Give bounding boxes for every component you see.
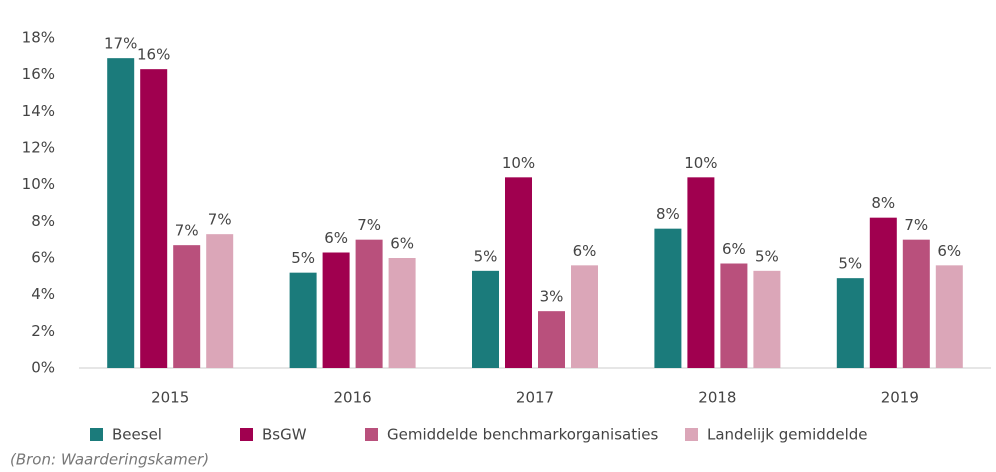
- y-tick-label: 0%: [31, 359, 55, 377]
- value-label: 6%: [390, 235, 414, 253]
- legend-swatch: [365, 428, 378, 441]
- y-tick-label: 16%: [22, 65, 55, 83]
- value-label: 7%: [208, 211, 232, 229]
- source-note: (Bron: Waarderingskamer): [10, 451, 209, 469]
- bar: [289, 272, 317, 368]
- y-tick-label: 8%: [31, 212, 55, 230]
- value-label: 5%: [838, 255, 862, 273]
- bar: [753, 270, 781, 368]
- value-label: 7%: [904, 216, 928, 234]
- y-tick-label: 6%: [31, 249, 55, 267]
- value-label: 6%: [324, 229, 348, 247]
- value-label: 8%: [656, 205, 680, 223]
- value-label: 5%: [474, 247, 498, 265]
- x-tick-label: 2015: [151, 389, 189, 407]
- x-tick-label: 2019: [881, 389, 919, 407]
- legend-label: BsGW: [262, 426, 307, 444]
- value-label: 6%: [573, 242, 597, 260]
- value-label: 6%: [937, 242, 961, 260]
- legend-label: Beesel: [112, 426, 162, 444]
- bar: [355, 239, 383, 368]
- bar: [107, 58, 135, 369]
- legend-swatch: [240, 428, 253, 441]
- y-tick-label: 18%: [22, 29, 55, 47]
- value-label: 17%: [104, 35, 137, 53]
- bar: [322, 252, 350, 368]
- bar: [206, 234, 234, 368]
- legend-label: Gemiddelde benchmarkorganisaties: [387, 426, 658, 444]
- bar: [836, 278, 864, 368]
- y-tick-label: 10%: [22, 175, 55, 193]
- bar: [173, 245, 201, 368]
- x-tick-label: 2018: [698, 389, 736, 407]
- value-label: 7%: [175, 222, 199, 240]
- bar: [720, 263, 748, 368]
- y-tick-label: 14%: [22, 102, 55, 120]
- legend-swatch: [90, 428, 103, 441]
- value-label: 10%: [684, 154, 717, 172]
- y-tick-label: 4%: [31, 285, 55, 303]
- x-tick-label: 2017: [516, 389, 554, 407]
- value-label: 10%: [502, 154, 535, 172]
- x-tick-label: 2016: [334, 389, 372, 407]
- value-label: 5%: [291, 249, 315, 267]
- bar: [140, 69, 168, 369]
- legend-label: Landelijk gemiddelde: [707, 426, 867, 444]
- bar: [505, 177, 532, 368]
- bar: [571, 265, 598, 368]
- bar: [388, 258, 416, 368]
- value-label: 6%: [722, 240, 746, 258]
- value-label: 8%: [871, 194, 895, 212]
- bar: [654, 228, 682, 368]
- value-label: 5%: [755, 247, 779, 265]
- bar: [687, 177, 715, 368]
- y-tick-label: 2%: [31, 322, 55, 340]
- bar: [902, 239, 930, 368]
- bar: [935, 265, 963, 368]
- bar: [538, 311, 565, 368]
- value-label: 7%: [357, 216, 381, 234]
- value-label: 16%: [137, 46, 170, 64]
- y-tick-label: 12%: [22, 139, 55, 157]
- value-label: 3%: [540, 288, 564, 306]
- legend-swatch: [685, 428, 698, 441]
- bar: [472, 270, 499, 368]
- bar: [869, 217, 897, 368]
